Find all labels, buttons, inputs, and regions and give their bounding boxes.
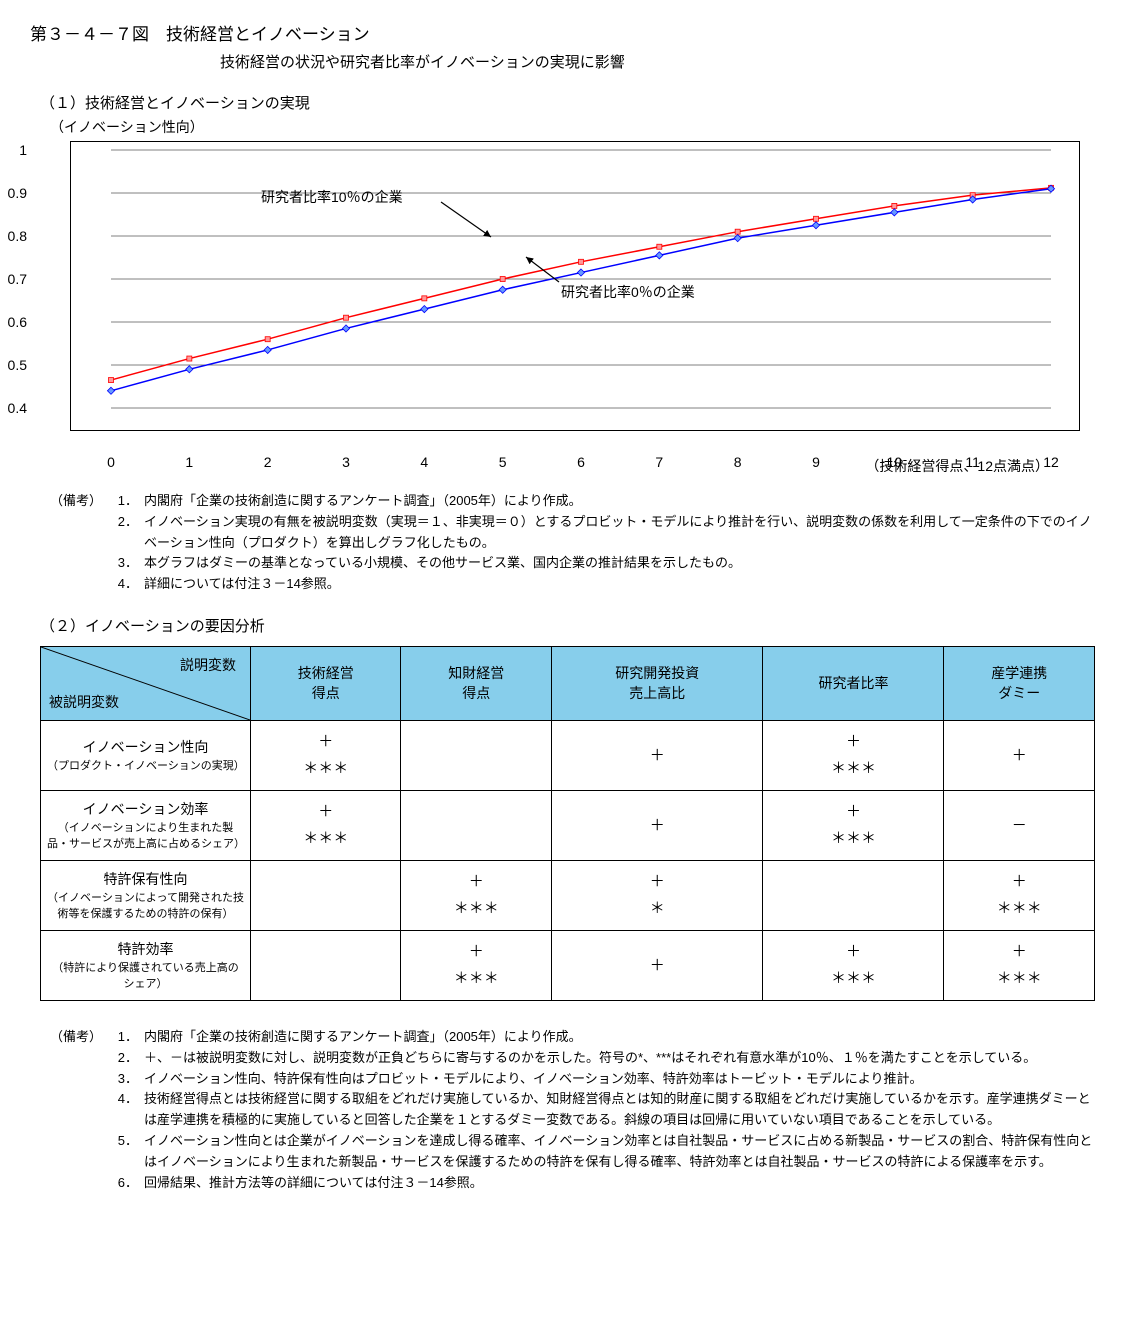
table-row: イノベーション効率（イノベーションにより生まれた製品・サービスが売上高に占めるシ… [41, 790, 1095, 860]
note-text: ＋、－は被説明変数に対し、説明変数が正負どちらに寄与するのかを示した。符号の*、… [144, 1048, 1097, 1069]
series-label-0pct: 研究者比率0％の企業 [561, 282, 695, 302]
note-text: イノベーション性向とは企業がイノベーションを達成し得る確率、イノベーション効率と… [144, 1131, 1097, 1173]
x-tick-label: 7 [655, 454, 663, 470]
column-header: 研究者比率 [763, 646, 944, 720]
x-tick-label: 5 [499, 454, 507, 470]
note-text: 内閣府「企業の技術創造に関するアンケート調査」（2005年）により作成。 [144, 491, 1097, 512]
table-cell: ＋＊＊＊ [763, 930, 944, 1000]
table-cell [763, 860, 944, 930]
table-cell: ＋ [551, 720, 763, 790]
column-header: 技術経営得点 [251, 646, 401, 720]
table-cell: ＋＊＊＊ [251, 720, 401, 790]
x-tick-label: 9 [812, 454, 820, 470]
row-header: イノベーション性向（プロダクト・イノベーションの実現） [41, 720, 251, 790]
table-row: 特許効率（特許により保護されている売上高のシェア）＋＊＊＊＋＋＊＊＊＋＊＊＊ [41, 930, 1095, 1000]
column-header: 研究開発投資売上高比 [551, 646, 763, 720]
x-tick-label: 8 [734, 454, 742, 470]
notes-block-2: （備考）1．内閣府「企業の技術創造に関するアンケート調査」（2005年）により作… [50, 1027, 1097, 1193]
note-text: 詳細については付注３－14参照。 [144, 574, 1097, 595]
x-tick-label: 1 [185, 454, 193, 470]
table-row: 特許保有性向（イノベーションによって開発された技術等を保護するための特許の保有）… [41, 860, 1095, 930]
table-cell: ＋ [551, 930, 763, 1000]
table-cell: ＋ [944, 720, 1095, 790]
y-axis-label: （イノベーション性向） [50, 117, 1097, 137]
notes-block-1: （備考）1．内閣府「企業の技術創造に関するアンケート調査」（2005年）により作… [50, 491, 1097, 595]
diag-label-top: 説明変数 [180, 655, 236, 675]
table-cell: ＋＊ [551, 860, 763, 930]
table-diagonal-header: 説明変数 被説明変数 [41, 646, 251, 720]
table-cell [401, 790, 551, 860]
x-tick-label: 3 [342, 454, 350, 470]
note-text: 回帰結果、推計方法等の詳細については付注３－14参照。 [144, 1173, 1097, 1194]
table-cell: ＋ [551, 790, 763, 860]
table-cell [251, 860, 401, 930]
y-tick-label: 0.5 [8, 357, 27, 373]
table-cell: ＋＊＊＊ [944, 930, 1095, 1000]
chart-container: 0.40.50.60.70.80.91 0123456789101112 研究者… [70, 141, 1080, 431]
x-tick-label: 4 [420, 454, 428, 470]
table-cell: ＋＊＊＊ [401, 860, 551, 930]
y-tick-label: 1 [19, 142, 27, 158]
figure-title: 第３－４－７図 技術経営とイノベーション [30, 20, 1097, 45]
table-cell: ＋＊＊＊ [401, 930, 551, 1000]
section-1-header: （１）技術経営とイノベーションの実現 [40, 92, 1097, 113]
note-text: 技術経営得点とは技術経営に関する取組をどれだけ実施しているか、知財経営得点とは知… [144, 1089, 1097, 1131]
column-header: 産学連携ダミー [944, 646, 1095, 720]
y-tick-label: 0.6 [8, 314, 27, 330]
note-text: 内閣府「企業の技術創造に関するアンケート調査」（2005年）により作成。 [144, 1027, 1097, 1048]
table-cell [401, 720, 551, 790]
note-text: イノベーション実現の有無を被説明変数（実現＝１、非実現＝０）とするプロビット・モ… [144, 512, 1097, 554]
note-text: 本グラフはダミーの基準となっている小規模、その他サービス業、国内企業の推計結果を… [144, 553, 1097, 574]
x-axis-caption: （技術経営得点、12点満点） [865, 456, 1049, 476]
table-cell [251, 930, 401, 1000]
analysis-table: 説明変数 被説明変数技術経営得点知財経営得点研究開発投資売上高比研究者比率産学連… [40, 646, 1095, 1001]
row-header: 特許効率（特許により保護されている売上高のシェア） [41, 930, 251, 1000]
x-tick-label: 2 [264, 454, 272, 470]
x-tick-label: 0 [107, 454, 115, 470]
figure-subtitle: 技術経営の状況や研究者比率がイノベーションの実現に影響 [220, 51, 1097, 72]
series-label-10pct: 研究者比率10％の企業 [261, 187, 403, 207]
x-tick-label: 6 [577, 454, 585, 470]
table-cell: ＋＊＊＊ [944, 860, 1095, 930]
y-tick-label: 0.8 [8, 228, 27, 244]
column-header: 知財経営得点 [401, 646, 551, 720]
y-tick-label: 0.7 [8, 271, 27, 287]
section-2-header: （２）イノベーションの要因分析 [40, 615, 1097, 636]
table-cell: ＋＊＊＊ [763, 790, 944, 860]
row-header: イノベーション効率（イノベーションにより生まれた製品・サービスが売上高に占めるシ… [41, 790, 251, 860]
row-header: 特許保有性向（イノベーションによって開発された技術等を保護するための特許の保有） [41, 860, 251, 930]
diag-label-bot: 被説明変数 [49, 692, 119, 712]
y-tick-label: 0.4 [8, 400, 27, 416]
table-cell: － [944, 790, 1095, 860]
note-text: イノベーション性向、特許保有性向はプロビット・モデルにより、イノベーション効率、… [144, 1069, 1097, 1090]
table-cell: ＋＊＊＊ [763, 720, 944, 790]
y-tick-label: 0.9 [8, 185, 27, 201]
table-cell: ＋＊＊＊ [251, 790, 401, 860]
table-row: イノベーション性向（プロダクト・イノベーションの実現）＋＊＊＊＋＋＊＊＊＋ [41, 720, 1095, 790]
